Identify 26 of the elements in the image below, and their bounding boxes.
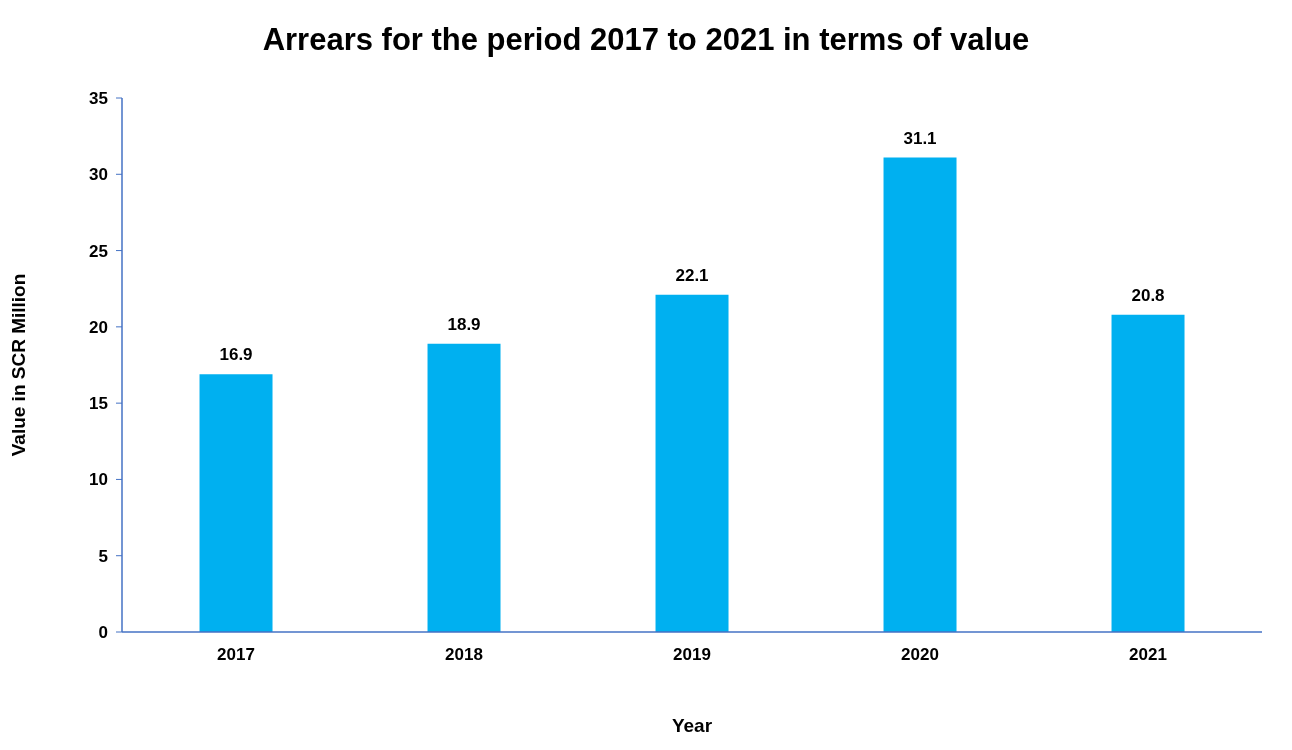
x-tick-label: 2019 bbox=[673, 645, 711, 665]
bar bbox=[655, 294, 729, 632]
x-axis-title: Year bbox=[671, 715, 713, 736]
y-tick-label: 5 bbox=[98, 546, 108, 566]
y-axis-title: Value in SCR Million bbox=[7, 273, 29, 457]
x-tick-label: 2018 bbox=[445, 645, 483, 665]
bar bbox=[883, 157, 957, 632]
chart-title: Arrears for the period 2017 to 2021 in terms of value bbox=[261, 22, 1031, 58]
y-tick-label: 20 bbox=[89, 317, 108, 337]
x-tick-label: 2021 bbox=[1129, 645, 1167, 665]
y-tick-label: 30 bbox=[89, 165, 108, 185]
y-tick-label: 10 bbox=[89, 470, 108, 490]
data-label: 20.8 bbox=[1131, 285, 1165, 305]
y-tick-label: 0 bbox=[98, 623, 108, 643]
bar bbox=[1111, 314, 1185, 632]
bar bbox=[427, 343, 501, 632]
bar bbox=[199, 374, 273, 632]
y-tick-label: 15 bbox=[89, 394, 108, 414]
data-label: 31.1 bbox=[903, 128, 937, 148]
x-tick-label: 2017 bbox=[217, 645, 255, 665]
y-tick-label: 35 bbox=[89, 89, 108, 109]
data-label: 22.1 bbox=[675, 265, 709, 285]
y-tick-label: 25 bbox=[89, 241, 108, 261]
data-label: 18.9 bbox=[447, 314, 481, 334]
data-label: 16.9 bbox=[219, 345, 253, 365]
x-tick-label: 2020 bbox=[901, 645, 939, 665]
